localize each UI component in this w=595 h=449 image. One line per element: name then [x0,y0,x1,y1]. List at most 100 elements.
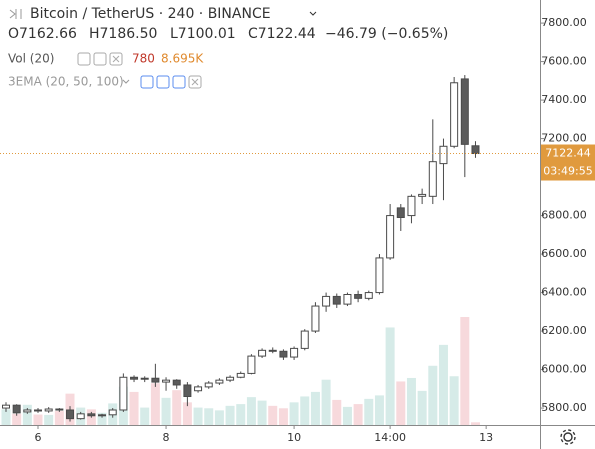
candle-body [396,207,405,219]
volume-bar [129,391,139,425]
candle-body [471,145,480,155]
y-tick-label: 6000.00 [541,363,587,376]
volume-bar [214,410,224,425]
candle-body [332,295,341,305]
candle-body [439,145,448,165]
volume-bar [460,317,470,425]
ema-study: 3EMA (20, 50, 100) [8,75,124,89]
volume-bar [172,390,182,425]
volume-bar [193,407,203,425]
candle-body [140,377,149,380]
y-tick-label: 6600.00 [541,247,587,260]
candle-body [418,193,427,197]
candle-body [76,413,85,420]
volume-bar [22,404,32,425]
candle-body [55,408,64,411]
candle-body [23,409,32,413]
volume-bar [246,397,256,425]
volume-bar [278,408,288,425]
y-tick-label: 6800.00 [541,209,587,222]
symbol-title: Bitcoin / TetherUS · 240 · BINANCE [30,6,271,22]
x-tick-label: 14:00 [374,431,406,444]
volume-bar [310,391,320,425]
candle-body [194,386,203,392]
y-tick-label: 7400.00 [541,93,587,106]
volume-bar [332,399,342,425]
volume-bar [449,376,459,425]
candle-body [215,379,224,384]
volume-icons[interactable] [77,52,123,66]
candle-body [172,379,181,386]
candle-body [428,161,437,197]
collapse-icon[interactable] [9,9,22,19]
volume-bar [374,395,384,425]
volume-bar [140,407,150,425]
candle-body [460,78,469,145]
settings-icon[interactable] [560,429,576,445]
ohlc-low: L7100.01 [170,26,236,42]
candle-body [375,257,384,294]
last-price-box [541,144,595,181]
volume-ma: 8.695K [161,52,204,66]
candle-body [258,349,267,357]
volume-study: Vol (20) [8,52,54,66]
candle-body [12,404,21,414]
candle-body [236,372,245,378]
candle-body [268,349,277,352]
volume-bar [150,383,160,425]
candle-body [44,408,53,412]
volume-bar [182,402,192,425]
volume-bar [161,397,171,425]
candle-body [407,195,416,217]
volume-bar [300,396,310,425]
volume-bar [204,408,214,425]
volume-bar [385,327,395,425]
candle-body [354,293,363,299]
candle-body [343,293,352,305]
ohlc-high: H7186.50 [89,26,157,42]
volume-bar [268,405,278,425]
x-tick-label: 13 [479,431,493,444]
candle-body [322,295,331,307]
y-tick-label: 6200.00 [541,324,587,337]
x-tick-label: 8 [163,431,170,444]
volume-bar [364,398,374,425]
volume-bar [321,379,331,425]
volume-bar [438,344,448,425]
symbol-dropdown[interactable] [309,11,317,16]
candle-body [130,376,139,380]
volume-bar [12,413,22,425]
candle-body [290,347,299,358]
volume-bar [417,390,427,425]
volume-value: 780 [132,52,155,66]
candle-body [66,409,75,420]
candle-body [183,384,192,398]
y-tick-label: 6400.00 [541,286,587,299]
y-tick-label: 5800.00 [541,401,587,414]
y-tick-label: 7800.00 [541,16,587,29]
ohlc-close: C7122.44 [248,26,316,42]
volume-bar [225,405,235,425]
candle-body [450,82,459,147]
candle-body [119,376,128,411]
candle-body [98,414,107,417]
x-tick-label: 6 [35,431,42,444]
ema-icons[interactable] [140,75,202,89]
candle-body [108,409,117,416]
countdown: 03:49:55 [543,165,592,178]
candle-body [2,404,10,409]
candle-body [226,376,235,381]
candle-body [204,382,213,388]
ema-dropdown[interactable] [122,79,130,84]
candle-body [87,413,96,417]
candle-body [364,292,373,299]
last-price-label: 7122.44 [545,147,591,160]
volume-bar [1,409,11,425]
candle-body [386,215,395,259]
ohlc-open: O7162.66 [8,26,77,42]
plot-area [1,75,480,425]
volume-bar [353,404,363,425]
candle-body [162,379,171,383]
candle-body [247,355,256,374]
